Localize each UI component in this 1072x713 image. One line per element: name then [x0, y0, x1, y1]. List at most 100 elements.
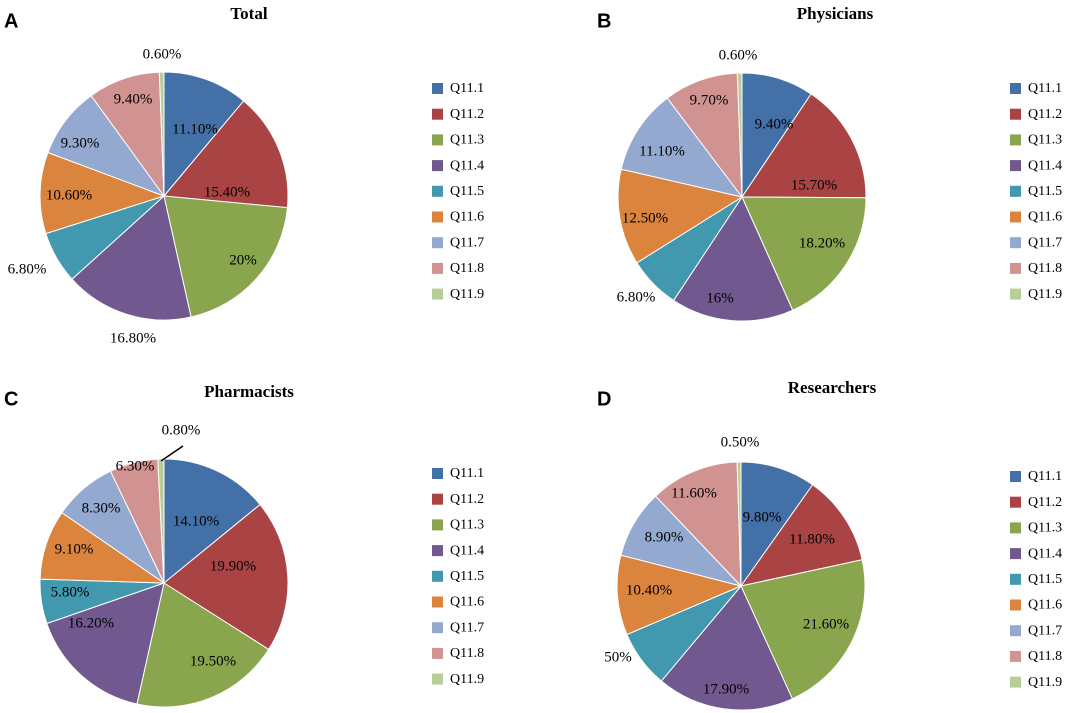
legend-swatch	[1010, 496, 1021, 508]
legend: Q11.1 Q11.2 Q11.3 Q11.4 Q11.5 Q11.6 Q11.7 Q11.8…	[1010, 469, 1062, 690]
legend-swatch	[1010, 573, 1021, 585]
leader-line	[160, 445, 184, 462]
legend-label: Q11.5	[450, 184, 484, 199]
panel-letter: B	[597, 10, 611, 32]
data-label: 0.50%	[721, 434, 760, 450]
pie-slice-q11-6	[617, 168, 744, 264]
legend: Q11.1 Q11.2 Q11.3 Q11.4 Q11.5 Q11.6 Q11.7 Q11.8…	[432, 466, 484, 687]
legend-swatch	[432, 185, 443, 197]
legend-swatch	[432, 160, 443, 172]
legend-label: Q11.9	[450, 672, 484, 687]
data-label: 0.80%	[162, 422, 201, 438]
legend-label: Q11.1	[450, 466, 484, 481]
legend-label: Q11.9	[450, 287, 484, 302]
pie-slice-q11-4	[46, 582, 165, 705]
data-label: 19.50%	[190, 653, 236, 669]
legend-swatch	[1010, 160, 1021, 172]
pie-slice-q11-3	[163, 195, 288, 318]
data-label: 15.70%	[791, 177, 837, 193]
legend-label: Q11.2	[1028, 107, 1062, 122]
legend-swatch	[1010, 211, 1021, 223]
pie-slice-q11-6	[616, 554, 743, 636]
data-label: 18.20%	[799, 235, 845, 251]
data-label: 6.80%	[8, 261, 47, 277]
data-label: 10.60%	[46, 187, 92, 203]
legend-swatch	[432, 673, 443, 685]
legend-swatch	[432, 647, 443, 659]
legend-label: Q11.2	[1028, 495, 1062, 510]
legend-label: Q11.9	[1028, 287, 1062, 302]
legend-swatch	[432, 237, 443, 249]
pie-slice-q11-2	[163, 100, 289, 209]
data-label: 20%	[229, 252, 257, 268]
legend-label: Q11.6	[1028, 210, 1062, 225]
pie-slice-q11-8	[654, 461, 742, 588]
pie-slice-q11-3	[740, 559, 866, 700]
pie-slice-q11-1	[740, 461, 814, 588]
legend-label: Q11.6	[450, 210, 484, 225]
legend-swatch	[432, 468, 443, 479]
pie-slice-q11-4	[71, 195, 192, 321]
legend-label: Q11.7	[1028, 623, 1062, 638]
legend-label: Q11.1	[1028, 81, 1062, 96]
pie-slice-q11-2	[741, 93, 867, 199]
data-label: 6.80%	[617, 289, 656, 305]
legend-label: Q11.1	[450, 81, 484, 96]
pie-slice-q11-3	[136, 582, 270, 708]
data-label: 8.30%	[82, 500, 121, 516]
legend-label: Q11.4	[450, 543, 484, 558]
legend-swatch	[1010, 548, 1021, 560]
pie-slice-q11-8	[666, 72, 743, 199]
legend-label: Q11.1	[1028, 469, 1062, 484]
legend-swatch	[432, 493, 443, 505]
legend-label: Q11.7	[450, 620, 484, 635]
legend: Q11.1 Q11.2 Q11.3 Q11.4 Q11.5 Q11.6 Q11.7 Q11.8…	[432, 81, 484, 302]
chart-title: Physicians	[797, 4, 874, 23]
legend-swatch	[432, 596, 443, 608]
pie-slice-q11-2	[163, 503, 289, 651]
legend-swatch	[1010, 262, 1021, 274]
data-label: 0.60%	[143, 46, 182, 62]
legend-label: Q11.8	[450, 646, 484, 661]
chart-panel-a: A Total 11.10% 15.40% 20% 16.80% 6.80% 10.60% 9.…	[4, 4, 484, 347]
chart-title: Researchers	[788, 378, 877, 397]
legend-swatch	[432, 545, 443, 557]
legend-label: Q11.5	[1028, 184, 1062, 199]
data-label: 9.10%	[55, 541, 94, 557]
legend-swatch	[1010, 108, 1021, 120]
data-label: 11.10%	[639, 143, 685, 159]
pie-slice-q11-1	[163, 458, 261, 585]
pie-slice-q11-7	[620, 97, 744, 198]
legend-label: Q11.5	[450, 569, 484, 584]
data-label: 9.30%	[61, 135, 100, 151]
legend-label: Q11.3	[1028, 521, 1062, 536]
panel-letter: A	[4, 10, 18, 32]
legend-swatch	[1010, 650, 1021, 662]
pie-slice-q11-3	[741, 196, 867, 311]
legend-label: Q11.6	[450, 595, 484, 610]
pie-slice-q11-9	[736, 72, 743, 198]
pie-slice-q11-9	[736, 461, 742, 587]
data-label: 0.60%	[719, 47, 758, 63]
data-label: 10.40%	[626, 582, 672, 598]
legend-label: Q11.7	[1028, 235, 1062, 250]
pie-slice-q11-9	[158, 71, 165, 197]
legend-swatch	[432, 262, 443, 274]
chart-panel-b: B Physicians 9.40% 15.70% 18.20% 16% 6.80% 12.5…	[597, 4, 1062, 322]
panel-letter: C	[4, 388, 18, 410]
legend-swatch	[1010, 134, 1021, 146]
legend-label: Q11.2	[450, 107, 484, 122]
legend-label: Q11.2	[450, 492, 484, 507]
chart-title: Pharmacists	[204, 382, 294, 401]
panel-letter: D	[597, 388, 611, 410]
data-label: 12.50%	[622, 210, 668, 226]
data-label: 9.40%	[114, 91, 153, 107]
legend-label: Q11.6	[1028, 598, 1062, 613]
legend-swatch	[1010, 237, 1021, 249]
legend-swatch	[1010, 471, 1021, 482]
data-label: 6.30%	[116, 458, 155, 474]
data-label: 19.90%	[210, 558, 256, 574]
legend-label: Q11.4	[1028, 546, 1062, 561]
legend-swatch	[432, 519, 443, 531]
